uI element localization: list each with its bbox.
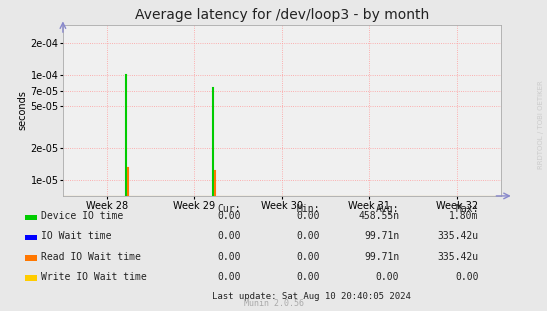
Y-axis label: seconds: seconds [18,91,28,130]
Text: 458.55n: 458.55n [358,211,399,221]
Text: 0.00: 0.00 [296,211,320,221]
Text: 0.00: 0.00 [455,272,479,282]
Text: 99.71n: 99.71n [364,231,399,241]
Text: Last update: Sat Aug 10 20:40:05 2024: Last update: Sat Aug 10 20:40:05 2024 [212,292,411,300]
Text: 0.00: 0.00 [296,272,320,282]
Text: Max:: Max: [455,204,479,214]
Text: 0.00: 0.00 [217,211,241,221]
Text: 0.00: 0.00 [296,252,320,262]
Text: Write IO Wait time: Write IO Wait time [41,272,147,282]
Text: 0.00: 0.00 [376,272,399,282]
Text: Avg:: Avg: [376,204,399,214]
Text: 335.42u: 335.42u [438,252,479,262]
Text: Min:: Min: [296,204,320,214]
Text: 99.71n: 99.71n [364,252,399,262]
Text: Device IO time: Device IO time [41,211,123,221]
Text: IO Wait time: IO Wait time [41,231,112,241]
Text: 335.42u: 335.42u [438,231,479,241]
Title: Average latency for /dev/loop3 - by month: Average latency for /dev/loop3 - by mont… [135,8,429,22]
Text: 1.80m: 1.80m [449,211,479,221]
Text: 0.00: 0.00 [217,231,241,241]
Text: 0.00: 0.00 [296,231,320,241]
Text: Munin 2.0.56: Munin 2.0.56 [243,299,304,308]
Text: 0.00: 0.00 [217,252,241,262]
Text: RRDTOOL / TOBI OETIKER: RRDTOOL / TOBI OETIKER [538,80,544,169]
Text: Read IO Wait time: Read IO Wait time [41,252,141,262]
Text: Cur:: Cur: [217,204,241,214]
Text: 0.00: 0.00 [217,272,241,282]
